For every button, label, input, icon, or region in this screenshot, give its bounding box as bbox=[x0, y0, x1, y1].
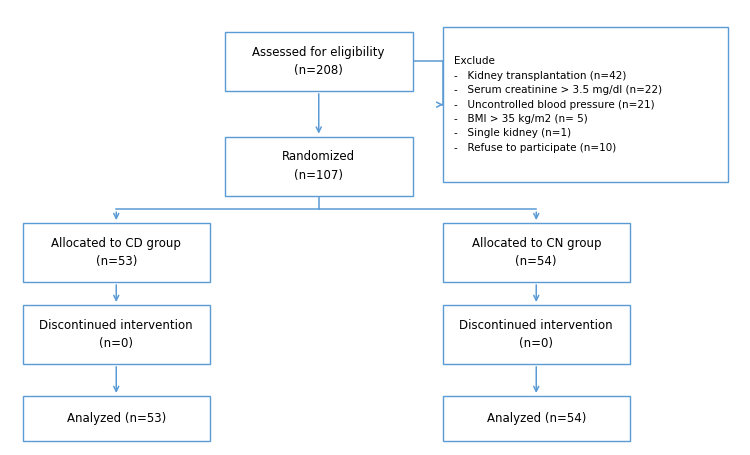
FancyBboxPatch shape bbox=[22, 396, 210, 441]
Text: Allocated to CD group
(n=53): Allocated to CD group (n=53) bbox=[51, 237, 182, 268]
FancyBboxPatch shape bbox=[22, 223, 210, 282]
Text: Discontinued intervention
(n=0): Discontinued intervention (n=0) bbox=[40, 318, 193, 350]
Text: Exclude
-   Kidney transplantation (n=42)
-   Serum creatinine > 3.5 mg/dl (n=22: Exclude - Kidney transplantation (n=42) … bbox=[454, 56, 662, 153]
Text: Analyzed (n=54): Analyzed (n=54) bbox=[487, 412, 586, 425]
Text: Allocated to CN group
(n=54): Allocated to CN group (n=54) bbox=[472, 237, 601, 268]
FancyBboxPatch shape bbox=[442, 223, 630, 282]
Text: Discontinued intervention
(n=0): Discontinued intervention (n=0) bbox=[460, 318, 613, 350]
Text: Assessed for eligibility
(n=208): Assessed for eligibility (n=208) bbox=[253, 46, 385, 77]
FancyBboxPatch shape bbox=[22, 305, 210, 364]
FancyBboxPatch shape bbox=[225, 136, 412, 196]
FancyBboxPatch shape bbox=[442, 305, 630, 364]
FancyBboxPatch shape bbox=[442, 27, 728, 182]
FancyBboxPatch shape bbox=[225, 32, 412, 91]
FancyBboxPatch shape bbox=[442, 396, 630, 441]
Text: Analyzed (n=53): Analyzed (n=53) bbox=[67, 412, 166, 425]
Text: Randomized
(n=107): Randomized (n=107) bbox=[282, 150, 356, 182]
